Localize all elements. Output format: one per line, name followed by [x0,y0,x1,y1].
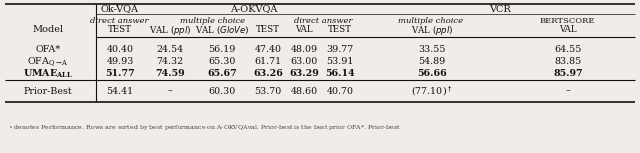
Text: 63.00: 63.00 [291,58,317,67]
Text: 33.55: 33.55 [419,45,445,54]
Text: 56.19: 56.19 [208,45,236,54]
Text: VAL ($\mathit{ppl}$): VAL ($\mathit{ppl}$) [148,23,191,37]
Text: 65.67: 65.67 [207,69,237,78]
Text: multiple choice: multiple choice [180,17,245,25]
Text: Ok-VQA: Ok-VQA [100,4,138,13]
Text: TEST: TEST [328,26,352,34]
Text: 56.66: 56.66 [417,69,447,78]
Text: Prior-Best: Prior-Best [24,86,72,95]
Text: 65.30: 65.30 [208,58,236,67]
Text: –: – [566,86,570,95]
Text: VAL: VAL [559,26,577,34]
Text: VCR: VCR [489,4,511,13]
Text: 51.77: 51.77 [105,69,135,78]
Text: (77.10)$^\dagger$: (77.10)$^\dagger$ [412,84,452,98]
Text: 54.41: 54.41 [106,86,134,95]
Text: Model: Model [33,26,63,34]
Text: VAL ($\mathit{ppl}$): VAL ($\mathit{ppl}$) [411,23,453,37]
Text: 60.30: 60.30 [209,86,236,95]
Text: multiple choice: multiple choice [399,17,463,25]
Text: 48.60: 48.60 [291,86,317,95]
Text: 48.09: 48.09 [291,45,317,54]
Text: VAL ($\mathit{GloVe}$): VAL ($\mathit{GloVe}$) [195,24,250,36]
Text: 56.14: 56.14 [325,69,355,78]
Text: 53.91: 53.91 [326,58,354,67]
Text: 39.77: 39.77 [326,45,354,54]
Text: 63.29: 63.29 [289,69,319,78]
Text: UMAE$_{\mathregular{ALL}}$: UMAE$_{\mathregular{ALL}}$ [23,68,73,80]
Text: 83.85: 83.85 [554,58,582,67]
Text: 63.26: 63.26 [253,69,283,78]
Text: 24.54: 24.54 [156,45,184,54]
Text: 47.40: 47.40 [255,45,282,54]
Text: 85.97: 85.97 [553,69,583,78]
Text: direct answer: direct answer [90,17,148,25]
Text: OFA*: OFA* [35,45,61,54]
Text: A-OKVQA: A-OKVQA [230,4,277,13]
Text: 61.71: 61.71 [255,58,282,67]
Text: 40.40: 40.40 [106,45,134,54]
Text: TEST: TEST [108,26,132,34]
Text: 74.59: 74.59 [155,69,185,78]
Text: –: – [168,86,172,95]
Text: 64.55: 64.55 [554,45,582,54]
Text: TEST: TEST [256,26,280,34]
Text: VAL: VAL [295,26,313,34]
Text: $\star$ denotes Performance. Rows are sorted by best performance on A-OKVQAval. : $\star$ denotes Performance. Rows are so… [8,123,401,132]
Text: 49.93: 49.93 [106,58,134,67]
Text: 40.70: 40.70 [326,86,353,95]
Text: 53.70: 53.70 [254,86,282,95]
Text: OFA$_{\mathregular{Q\to A}}$: OFA$_{\mathregular{Q\to A}}$ [27,55,69,69]
Text: BERTSCORE: BERTSCORE [540,17,595,25]
Text: direct answer: direct answer [294,17,352,25]
Text: 54.89: 54.89 [419,58,445,67]
Text: 74.32: 74.32 [156,58,184,67]
